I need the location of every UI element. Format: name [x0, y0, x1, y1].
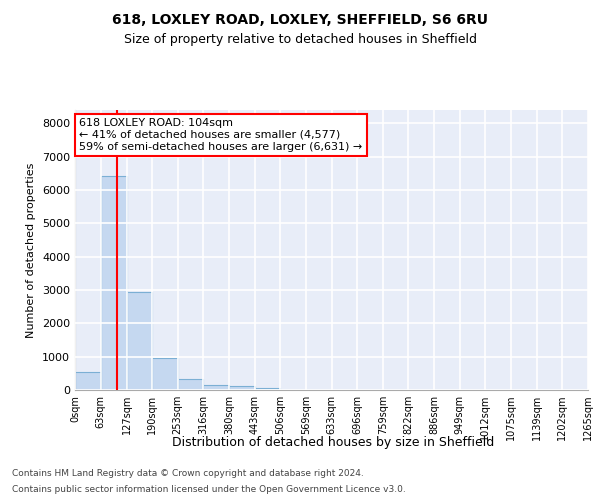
Bar [178, 378, 203, 390]
Bar [152, 358, 178, 390]
Bar [203, 384, 229, 390]
Bar [254, 388, 280, 390]
Y-axis label: Number of detached properties: Number of detached properties [26, 162, 37, 338]
Text: Size of property relative to detached houses in Sheffield: Size of property relative to detached ho… [124, 32, 476, 46]
Text: Contains public sector information licensed under the Open Government Licence v3: Contains public sector information licen… [12, 484, 406, 494]
Text: Distribution of detached houses by size in Sheffield: Distribution of detached houses by size … [172, 436, 494, 449]
Text: 618, LOXLEY ROAD, LOXLEY, SHEFFIELD, S6 6RU: 618, LOXLEY ROAD, LOXLEY, SHEFFIELD, S6 … [112, 12, 488, 26]
Bar [101, 176, 127, 390]
Text: Contains HM Land Registry data © Crown copyright and database right 2024.: Contains HM Land Registry data © Crown c… [12, 470, 364, 478]
Bar [229, 386, 254, 390]
Bar [75, 372, 101, 390]
Bar [127, 292, 152, 390]
Text: 618 LOXLEY ROAD: 104sqm
← 41% of detached houses are smaller (4,577)
59% of semi: 618 LOXLEY ROAD: 104sqm ← 41% of detache… [79, 118, 362, 152]
